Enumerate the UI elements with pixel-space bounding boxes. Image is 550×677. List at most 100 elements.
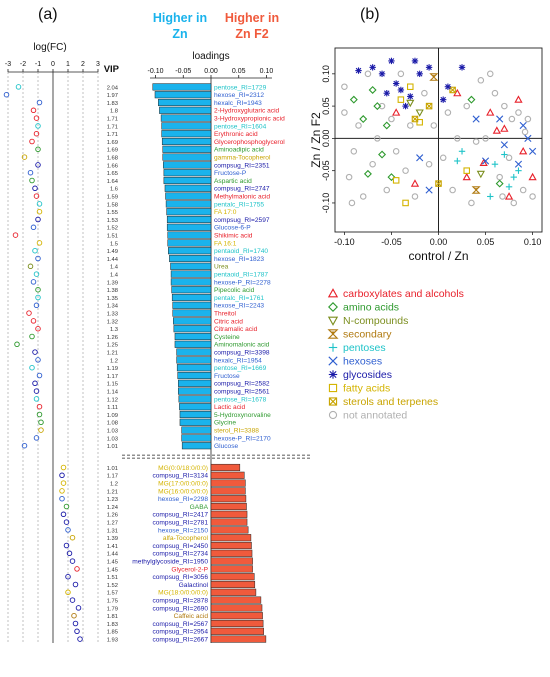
loading-bar xyxy=(166,215,212,224)
marker-shape xyxy=(397,70,405,78)
scatter-point xyxy=(407,83,414,91)
legend-marker xyxy=(328,356,338,366)
loading-bar xyxy=(210,526,249,534)
marker-shape xyxy=(454,135,461,142)
marker-shape xyxy=(412,58,418,64)
marker-shape xyxy=(459,64,465,71)
scatter-point xyxy=(504,192,514,200)
marker-shape xyxy=(492,126,501,134)
logfc-point xyxy=(35,123,41,129)
scatter-point xyxy=(477,77,485,84)
metabolite-label: MG(17:0/0:0/0:0) xyxy=(158,481,208,488)
scatter-point xyxy=(514,160,523,168)
scatter-point xyxy=(341,83,348,91)
loading-bar xyxy=(161,137,212,146)
scatter-point xyxy=(364,70,372,78)
scatter-point xyxy=(388,57,395,65)
vip-value: 1.71 xyxy=(107,117,118,123)
scatter-point xyxy=(392,177,400,184)
marker-shape xyxy=(369,160,376,168)
logfc-point xyxy=(12,232,19,238)
marker-shape xyxy=(383,90,390,96)
logfc-tick-label: -3 xyxy=(5,61,11,68)
vip-value: 1.69 xyxy=(107,140,118,146)
logfc-point xyxy=(30,279,37,285)
logfc-point xyxy=(72,581,79,588)
loading-bar xyxy=(181,442,212,450)
scatter-point xyxy=(355,122,362,129)
vip-value: 1.01 xyxy=(107,466,118,472)
scatter-ytick-label: -0.05 xyxy=(321,160,331,181)
vip-value: 1.32 xyxy=(107,319,118,325)
metabolite-label: Fructose-P xyxy=(214,170,247,177)
marker-shape xyxy=(327,316,339,326)
vip-title: VIP xyxy=(104,64,120,75)
marker-shape xyxy=(379,71,385,77)
marker-shape xyxy=(449,186,456,194)
vip-value: 1.35 xyxy=(107,296,118,302)
loading-bar xyxy=(210,487,246,495)
vip-value: 1.14 xyxy=(107,390,119,396)
scatter-point xyxy=(501,102,508,110)
logfc-tick-label: -2 xyxy=(20,61,26,68)
marker-shape xyxy=(355,67,362,74)
logfc-point xyxy=(59,472,65,479)
marker-shape xyxy=(392,177,400,184)
scatter-point xyxy=(392,108,401,116)
marker-shape xyxy=(416,71,423,77)
marker-shape xyxy=(481,157,490,165)
marker-shape xyxy=(402,199,409,207)
marker-shape xyxy=(355,122,362,129)
scatter-point xyxy=(515,109,522,116)
metabolite-label: FA 17:0 xyxy=(214,209,237,216)
vip-value: 1.34 xyxy=(107,304,119,310)
marker-shape xyxy=(435,180,442,187)
scatter-point xyxy=(402,167,409,174)
marker-shape xyxy=(392,108,401,116)
loading-bar xyxy=(210,573,255,581)
scatter-point xyxy=(359,193,367,200)
loading-bar xyxy=(210,471,245,479)
marker-shape xyxy=(393,80,399,87)
metabolite-label: Aminoadipic acid xyxy=(214,147,264,154)
scatter-point xyxy=(383,186,391,194)
loading-bar xyxy=(210,534,252,542)
marker-shape xyxy=(369,64,376,71)
logfc-point xyxy=(32,380,38,387)
loadings-tick-label: -0.10 xyxy=(148,68,164,75)
marker-shape xyxy=(501,102,508,110)
marker-shape xyxy=(504,192,514,200)
marker-shape xyxy=(514,160,523,168)
loading-bar xyxy=(210,557,253,565)
loading-bar xyxy=(210,463,241,472)
scatter-point xyxy=(500,124,509,132)
logfc-tick-label: -1 xyxy=(35,61,41,68)
logfc-point xyxy=(66,550,73,557)
panel-b-label: (b) xyxy=(360,6,380,23)
logfc-point xyxy=(59,488,65,494)
scatter-ytick-label: -0.10 xyxy=(321,193,331,214)
loading-bar xyxy=(210,510,248,518)
loading-bar xyxy=(210,495,247,503)
scatter-point xyxy=(505,183,513,191)
marker-shape xyxy=(397,96,405,103)
logfc-point xyxy=(30,224,37,231)
metabolite-label: compsug_RI=2878 xyxy=(152,598,208,605)
loadings-bar-panel: -0.10 -0.05 0.00 0.05 0.10 pentose_RI=1729 2.0… xyxy=(107,68,310,644)
legend-marker xyxy=(328,383,338,393)
metabolite-label: FA 16:1 xyxy=(214,240,237,247)
legend-label: pentoses xyxy=(343,342,386,354)
loading-bar xyxy=(181,426,212,434)
marker-shape xyxy=(388,115,395,123)
scatter-point xyxy=(486,70,494,78)
loadings-tick-label: -0.05 xyxy=(175,68,191,75)
marker-shape xyxy=(524,134,532,142)
marker-shape xyxy=(482,135,489,142)
metabolite-label: Urea xyxy=(214,264,229,271)
scatter-point xyxy=(368,85,377,94)
vip-value: 1.68 xyxy=(107,156,118,162)
metabolite-label: pentose_RI=1729 xyxy=(214,84,267,91)
vip-value: 1.26 xyxy=(107,513,118,519)
scatter-legend: carboxylates and alcohols amino acidsN-co… xyxy=(327,288,464,422)
scatter-point xyxy=(454,135,461,142)
